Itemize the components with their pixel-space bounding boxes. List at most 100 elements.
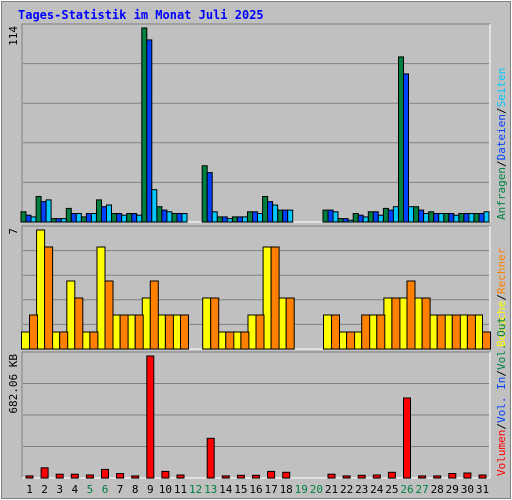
- x-tick-label: 3: [56, 483, 63, 496]
- x-tick-label: 8: [132, 483, 139, 496]
- bar: [231, 216, 238, 223]
- bar: [90, 213, 97, 223]
- bar: [392, 206, 399, 223]
- bar: [463, 213, 470, 223]
- bar: [267, 201, 274, 223]
- bar: [267, 470, 276, 479]
- x-tick-label: 2: [41, 483, 48, 496]
- legend-entry: Vol. In: [495, 377, 508, 423]
- chart-panel-1: 114: [7, 23, 491, 223]
- x-tick-label: 17: [264, 483, 277, 496]
- bar: [75, 213, 82, 223]
- bar: [40, 467, 49, 479]
- bar: [156, 206, 163, 223]
- bar: [131, 213, 138, 223]
- bar: [347, 219, 354, 223]
- bar: [240, 331, 250, 350]
- bar: [151, 189, 158, 223]
- bar: [146, 355, 155, 479]
- bar: [176, 213, 183, 223]
- bar: [327, 473, 336, 479]
- x-tick-label: 30: [461, 483, 474, 496]
- bar: [403, 73, 409, 223]
- bar: [387, 471, 396, 479]
- bar: [483, 211, 490, 223]
- x-tick-label: 27: [415, 483, 428, 496]
- bar: [357, 214, 364, 223]
- x-tick-label: 13: [204, 483, 217, 496]
- bar: [453, 214, 460, 223]
- bar: [89, 331, 99, 350]
- bar: [367, 211, 374, 223]
- bar: [146, 39, 153, 223]
- bar: [285, 297, 295, 350]
- bar: [40, 201, 47, 223]
- bar: [59, 331, 69, 350]
- bar: [35, 196, 42, 223]
- bar: [342, 475, 351, 479]
- bar: [70, 473, 79, 479]
- plot-area: [21, 23, 491, 223]
- bar: [74, 297, 84, 350]
- bar: [262, 196, 269, 223]
- bar: [161, 470, 170, 479]
- bar: [121, 214, 128, 223]
- bar: [403, 397, 411, 479]
- bar: [362, 216, 369, 223]
- bar: [96, 199, 102, 223]
- legend-separator: /: [495, 423, 508, 430]
- bar: [60, 218, 67, 223]
- bar: [478, 213, 485, 223]
- bar: [473, 213, 480, 223]
- x-tick-label: 28: [431, 483, 444, 496]
- bar: [257, 213, 263, 223]
- x-tick-label: 24: [370, 483, 384, 496]
- x-tick-label: 23: [355, 483, 368, 496]
- bar: [421, 297, 431, 350]
- bar: [272, 204, 279, 223]
- bar: [287, 209, 294, 223]
- x-tick-label: 9: [147, 483, 154, 496]
- legend-entry: Vol. Out: [495, 317, 508, 370]
- bar: [342, 218, 349, 223]
- legend-separator: /: [495, 294, 508, 301]
- bar: [206, 172, 213, 223]
- bar: [408, 206, 414, 223]
- bar: [85, 474, 94, 479]
- bar: [55, 473, 64, 479]
- legend-1: Anfragen/Dateien/Seiten: [495, 68, 508, 220]
- bar: [323, 314, 332, 350]
- x-tick-label: 4: [71, 483, 78, 496]
- bar: [116, 473, 125, 479]
- bar: [221, 216, 228, 223]
- bar: [236, 474, 245, 479]
- bar: [161, 209, 168, 223]
- legend-entry: Dateien: [495, 114, 508, 160]
- bar: [277, 209, 284, 223]
- legend-2: Besuche/Rechner: [495, 247, 508, 347]
- x-tick-label: 11: [174, 483, 187, 496]
- bar: [466, 314, 476, 350]
- bar: [221, 475, 230, 479]
- bar: [332, 211, 339, 223]
- bar: [357, 474, 366, 479]
- chart-title: Tages-Statistik im Monat Juli 2025: [18, 8, 264, 22]
- bar: [406, 280, 416, 350]
- bar: [70, 213, 77, 223]
- bar: [111, 213, 118, 223]
- bar: [85, 213, 92, 223]
- x-tick-label: 7: [117, 483, 124, 496]
- bar: [134, 314, 144, 350]
- bar: [201, 165, 208, 223]
- chart-panel-2: 7: [7, 225, 491, 350]
- bar: [181, 213, 188, 223]
- bar: [372, 474, 381, 479]
- x-tick-label: 12: [189, 483, 202, 496]
- legend-3: Volumen/Vol. In/Vol. Out: [495, 317, 508, 476]
- bar: [25, 475, 34, 479]
- bar: [433, 475, 442, 479]
- bar: [448, 473, 457, 479]
- x-tick-label: 18: [280, 483, 293, 496]
- bar: [141, 27, 148, 223]
- bar: [166, 211, 173, 223]
